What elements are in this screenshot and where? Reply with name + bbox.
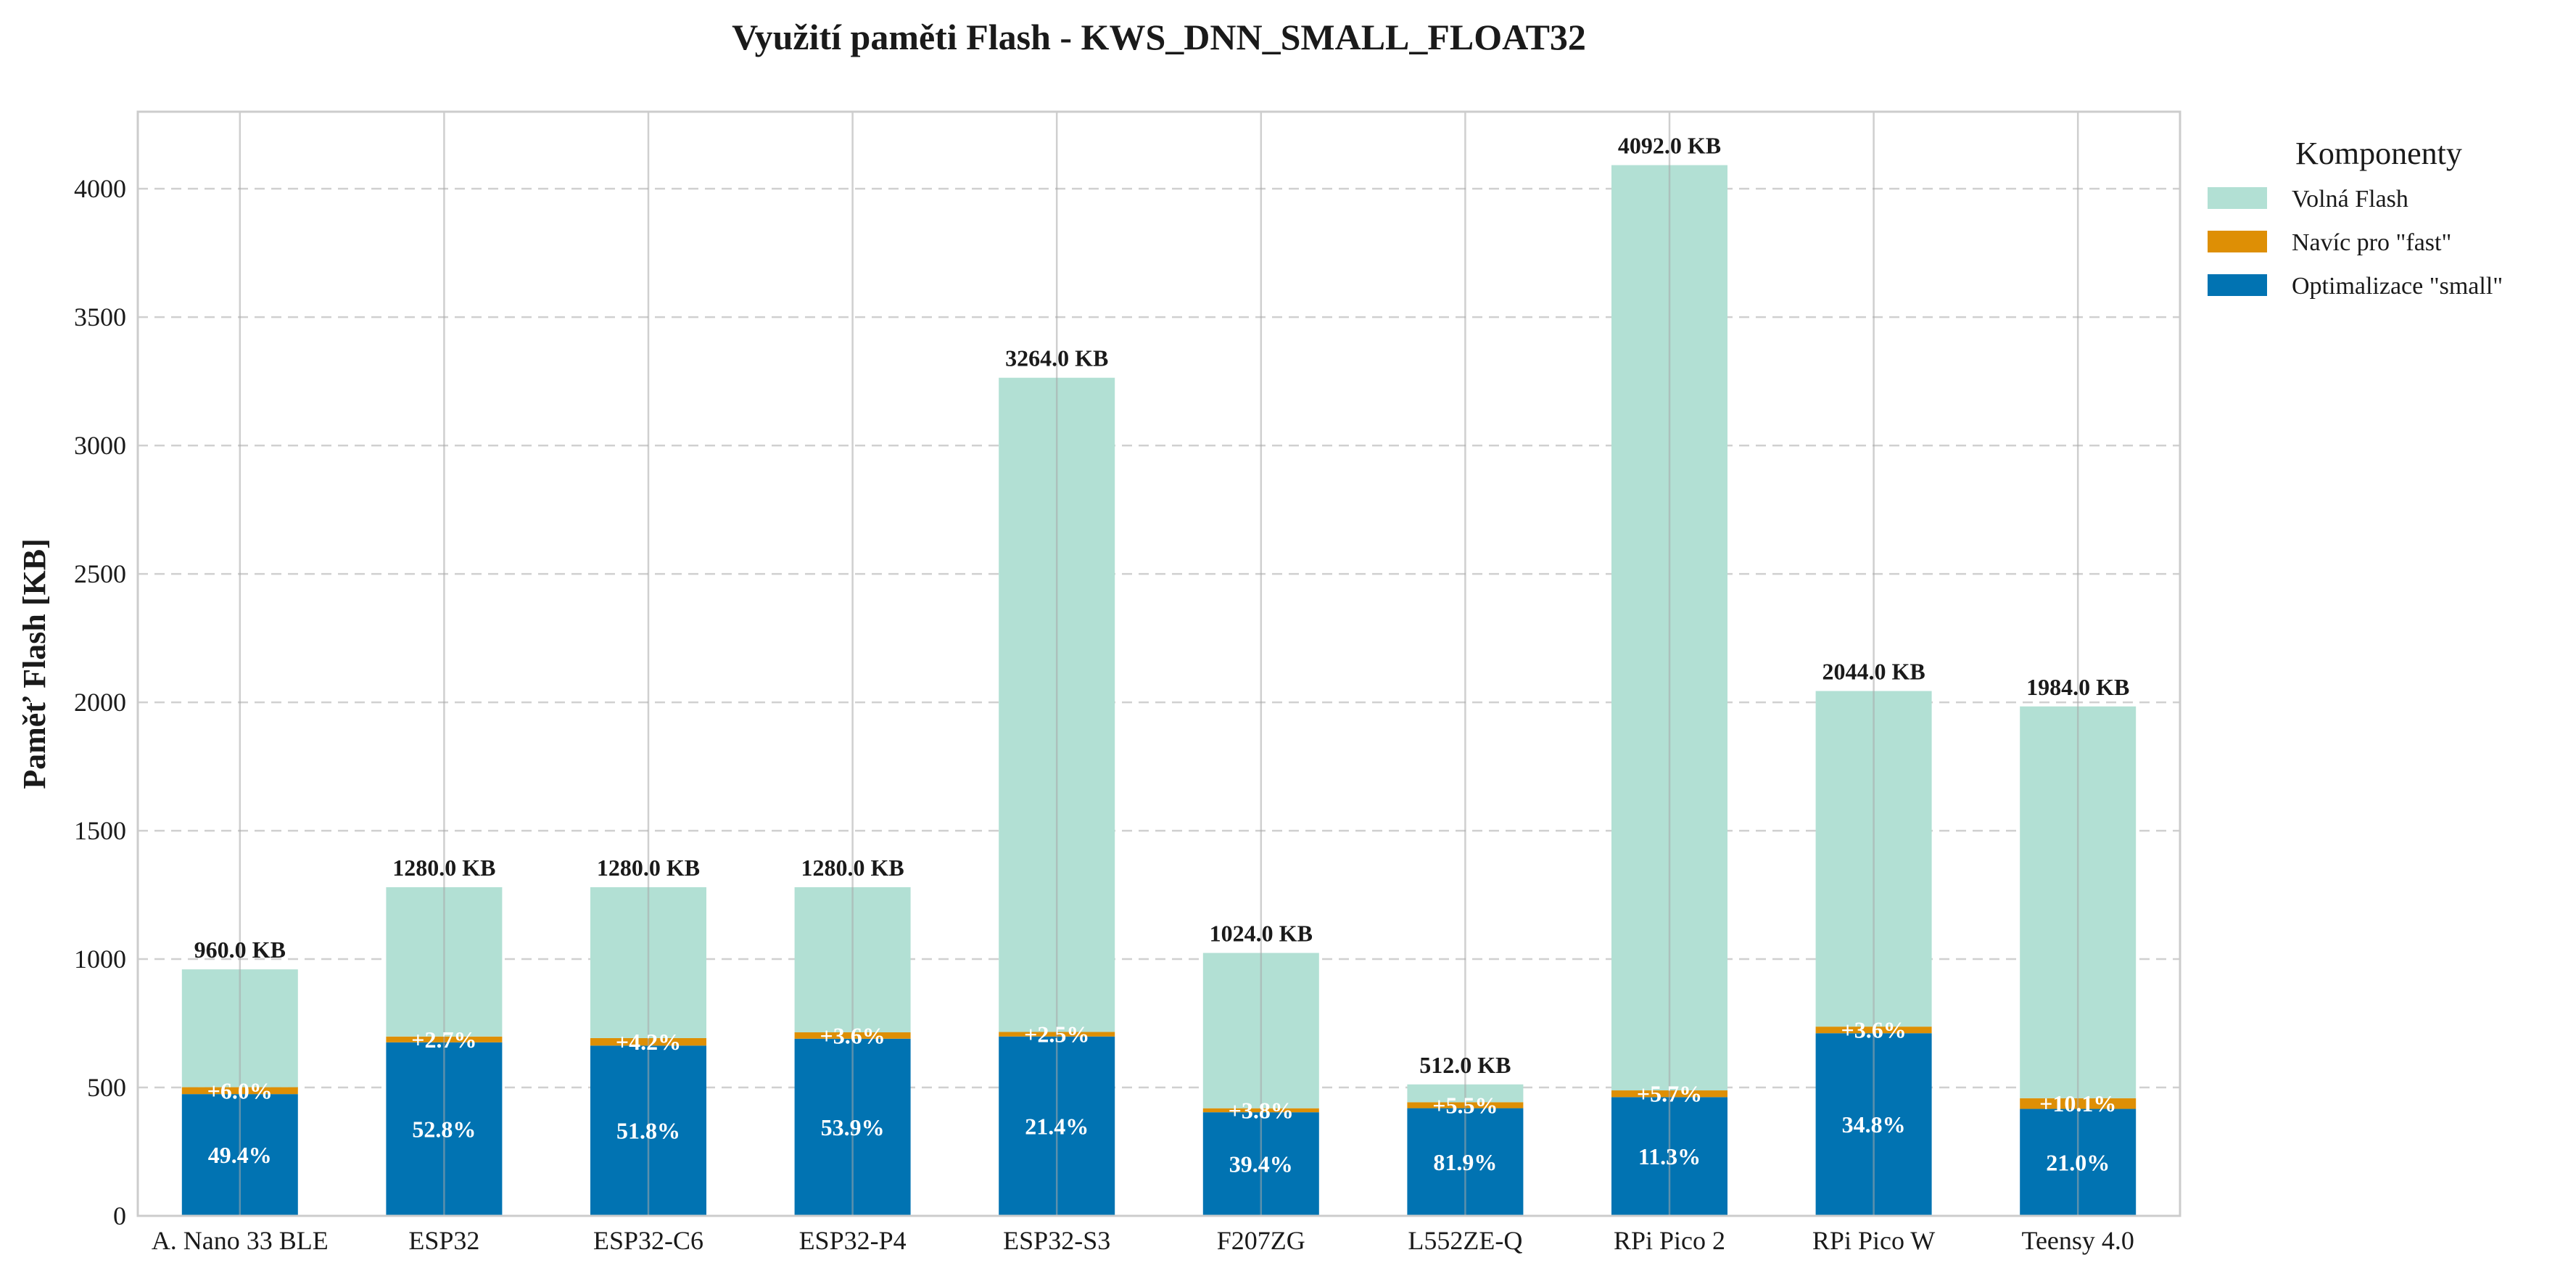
total-label: 1024.0 KB bbox=[1210, 921, 1313, 947]
y-tick-label: 3000 bbox=[74, 431, 126, 460]
small-pct-label: 51.8% bbox=[616, 1118, 680, 1144]
fast-pct-label: +2.7% bbox=[411, 1027, 476, 1053]
y-tick-label: 3500 bbox=[74, 303, 126, 332]
small-pct-label: 21.4% bbox=[1025, 1113, 1089, 1139]
fast-pct-label: +3.8% bbox=[1229, 1097, 1294, 1123]
total-label: 4092.0 KB bbox=[1618, 133, 1721, 159]
y-axis-ticks: 0 500 1000 1500 2000 2500 3000 3500 4000 bbox=[74, 174, 126, 1230]
total-label: 3264.0 KB bbox=[1005, 345, 1108, 371]
legend-swatch-1 bbox=[2208, 231, 2267, 252]
small-pct-label: 81.9% bbox=[1433, 1149, 1497, 1175]
fast-pct-label: +3.6% bbox=[1841, 1017, 1906, 1043]
fast-pct-label: +5.5% bbox=[1432, 1092, 1498, 1118]
small-pct-label: 53.9% bbox=[821, 1114, 885, 1140]
x-axis-ticks: A. Nano 33 BLE ESP32 ESP32-C6 ESP32-P4 ESP32… bbox=[152, 1226, 2134, 1255]
legend-swatch-0 bbox=[2208, 187, 2267, 209]
legend-swatch-2 bbox=[2208, 274, 2267, 296]
data-labels: 960.0 KB 49.4% +6.0% 1280.0 KB 52.8% +2.7% 128… bbox=[194, 133, 2130, 1177]
total-label: 1280.0 KB bbox=[392, 855, 495, 881]
small-pct-label: 49.4% bbox=[208, 1142, 272, 1168]
legend-label: Navíc pro "fast" bbox=[2292, 229, 2451, 256]
y-tick-label: 2500 bbox=[74, 559, 126, 588]
fast-pct-label: +10.1% bbox=[2039, 1090, 2116, 1116]
y-tick-label: 4000 bbox=[74, 174, 126, 203]
total-label: 1984.0 KB bbox=[2026, 674, 2129, 700]
legend-title: Komponenty bbox=[2295, 136, 2462, 171]
total-label: 2044.0 KB bbox=[1822, 659, 1925, 685]
small-pct-label: 21.0% bbox=[2046, 1149, 2110, 1175]
small-pct-label: 52.8% bbox=[412, 1116, 476, 1142]
x-tick-label: ESP32 bbox=[408, 1226, 479, 1255]
legend: Komponenty Volná Flash Navíc pro "fast" Op… bbox=[2208, 136, 2503, 300]
fast-pct-label: +3.6% bbox=[820, 1022, 885, 1048]
bars-layer bbox=[181, 165, 2137, 1216]
small-pct-label: 34.8% bbox=[1842, 1111, 1906, 1138]
plot-frame bbox=[136, 110, 2181, 1217]
y-tick-label: 2000 bbox=[74, 688, 126, 717]
fast-pct-label: +4.2% bbox=[616, 1029, 681, 1055]
total-label: 960.0 KB bbox=[194, 937, 286, 963]
x-tick-label: RPi Pico 2 bbox=[1614, 1226, 1725, 1255]
y-tick-label: 1500 bbox=[74, 816, 126, 845]
x-tick-label: F207ZG bbox=[1217, 1226, 1305, 1255]
small-pct-label: 11.3% bbox=[1638, 1143, 1701, 1169]
fast-pct-label: +6.0% bbox=[207, 1077, 273, 1103]
x-tick-label: L552ZE-Q bbox=[1408, 1226, 1522, 1255]
y-tick-label: 0 bbox=[113, 1201, 126, 1230]
y-tick-label: 500 bbox=[87, 1073, 126, 1102]
legend-label: Volná Flash bbox=[2292, 186, 2408, 213]
x-tick-label: Teensy 4.0 bbox=[2021, 1226, 2134, 1255]
x-tick-label: RPi Pico W bbox=[1812, 1226, 1935, 1255]
fast-pct-label: +2.5% bbox=[1024, 1021, 1089, 1048]
legend-label: Optimalizace "small" bbox=[2292, 273, 2503, 300]
y-tick-label: 1000 bbox=[74, 945, 126, 974]
x-tick-label: ESP32-C6 bbox=[593, 1226, 703, 1255]
total-label: 1280.0 KB bbox=[801, 855, 904, 881]
x-tick-label: ESP32-S3 bbox=[1003, 1226, 1110, 1255]
total-label: 512.0 KB bbox=[1419, 1052, 1511, 1078]
category-vertical-lines bbox=[239, 112, 2079, 1216]
total-label: 1280.0 KB bbox=[597, 855, 700, 881]
x-tick-label: A. Nano 33 BLE bbox=[152, 1226, 329, 1255]
chart-title: Využití paměti Flash - KWS_DNN_SMALL_FLO… bbox=[732, 17, 1586, 57]
small-pct-label: 39.4% bbox=[1229, 1151, 1293, 1177]
fast-pct-label: +5.7% bbox=[1637, 1081, 1702, 1107]
y-axis-label: Paměť Flash [KB] bbox=[17, 538, 52, 789]
x-tick-label: ESP32-P4 bbox=[799, 1226, 907, 1255]
